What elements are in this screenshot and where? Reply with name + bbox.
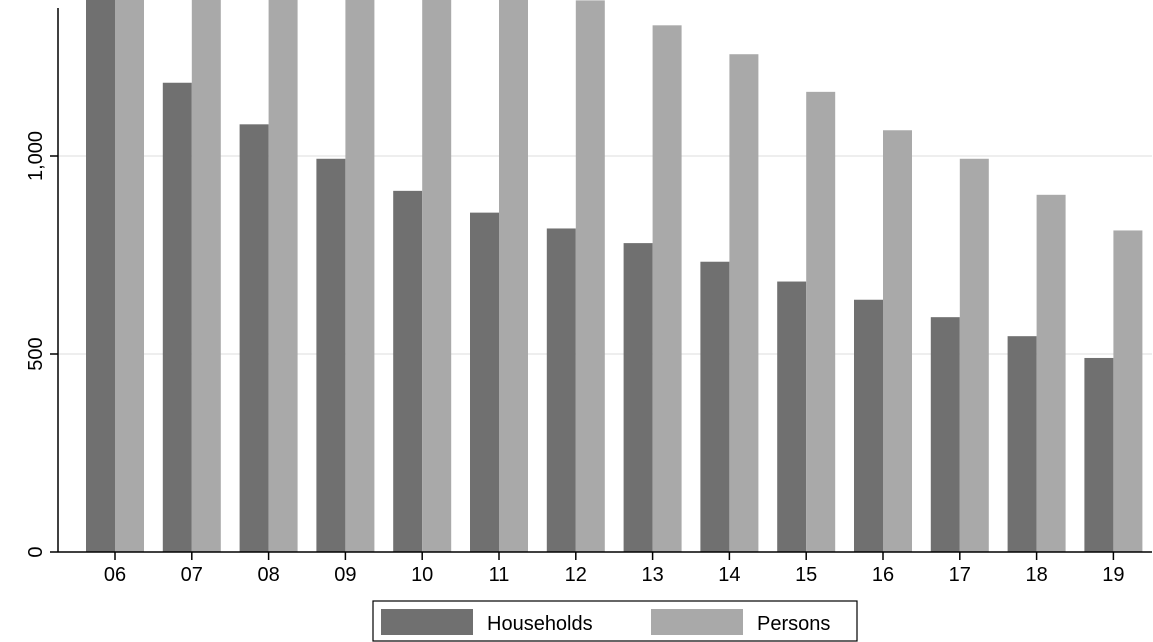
legend-swatch-households [381,609,473,635]
y-tick-label: 500 [25,337,47,370]
bar-persons-12 [575,0,605,552]
bar-households-11 [470,212,499,553]
x-tick-label: 16 [872,564,894,586]
x-tick-label: 15 [795,564,817,586]
bar-households-07 [162,82,192,553]
bar-households-14 [700,261,730,552]
bar-persons-13 [652,25,682,552]
bar-households-16 [854,299,883,552]
y-tick-label: 0 [25,546,47,557]
bar-persons-06 [115,0,144,553]
bar-households-10 [393,190,423,552]
axes [57,8,1152,553]
bar-persons-16 [883,130,912,552]
legend-swatch-persons [651,609,743,635]
x-tick-label: 10 [411,564,433,586]
bar-households-19 [1084,357,1114,552]
bar-households-15 [777,281,807,552]
bar-persons-15 [806,91,836,553]
bars [86,0,1143,553]
x-tick-label: 09 [334,564,356,586]
bar-households-13 [623,243,653,552]
bar-households-18 [1007,336,1037,552]
legend: Households Persons [372,600,858,642]
legend-label-households: Households [487,613,593,635]
x-tick-label: 07 [181,564,203,586]
bar-households-08 [239,124,269,552]
x-tick-label: 19 [1102,564,1124,586]
x-tick-label: 06 [104,564,126,586]
bar-persons-19 [1113,230,1143,552]
bar-persons-09 [345,0,375,552]
x-tick-label: 17 [949,564,971,586]
x-tick-label: 08 [257,564,279,586]
bar-persons-11 [499,0,528,553]
bar-persons-17 [959,158,989,552]
bar-households-12 [546,228,576,552]
x-tick-label: 12 [565,564,587,586]
x-tick-label: 18 [1025,564,1047,586]
bar-persons-14 [729,54,759,553]
bar-persons-08 [268,0,298,553]
bar-households-06 [86,0,115,552]
x-tick-label: 14 [718,564,740,586]
x-tick-label: 11 [489,564,510,586]
bar-households-17 [930,317,960,552]
bar-persons-07 [191,0,221,552]
bar-persons-18 [1036,194,1066,553]
bar-persons-10 [422,0,452,553]
x-ticks: 06 07 08 09 10 11 12 13 14 15 16 17 18 19 [104,552,1125,586]
legend-label-persons: Persons [757,613,830,635]
x-tick-label: 13 [641,564,663,586]
bar-households-09 [316,158,346,552]
y-tick-label: 1,000 [25,131,47,181]
